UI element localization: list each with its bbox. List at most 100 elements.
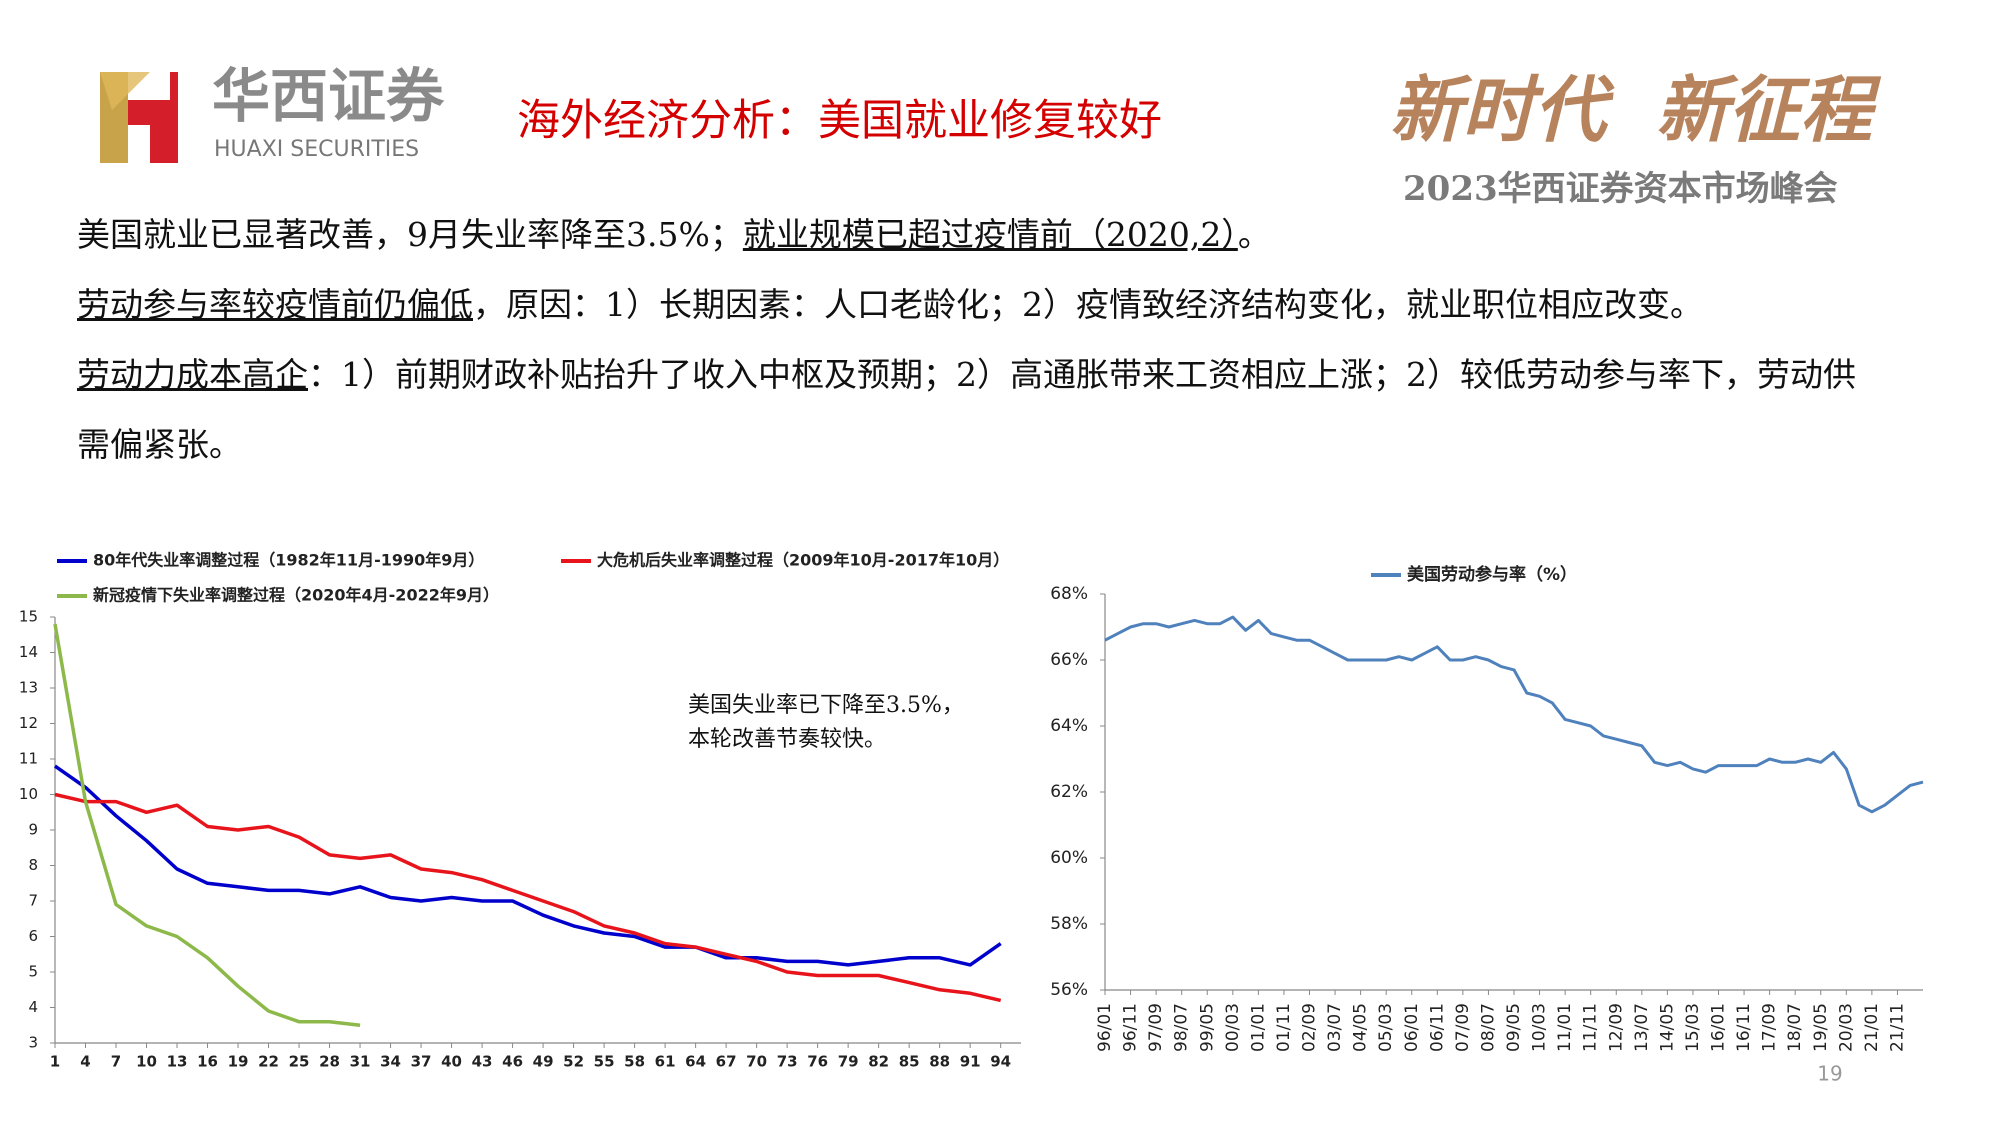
- brand-name: 华西证券: [212, 62, 445, 130]
- x-tick-label: 96/01: [1095, 1003, 1115, 1052]
- y-tick-label: 7: [28, 892, 38, 910]
- x-tick-label: 00/03: [1223, 1003, 1243, 1052]
- data-line: [53, 764, 1002, 967]
- x-tick-label: 97/09: [1146, 1003, 1166, 1052]
- x-tick-label: 70: [746, 1053, 767, 1071]
- y-tick-label: 4: [28, 998, 38, 1016]
- x-tick-label: 06/11: [1427, 1003, 1447, 1052]
- x-tick-label: 16/11: [1734, 1003, 1754, 1052]
- x-tick-label: 73: [777, 1053, 798, 1071]
- x-tick-label: 4: [80, 1053, 90, 1071]
- x-tick-label: 82: [868, 1053, 889, 1071]
- y-tick-label: 14: [19, 643, 38, 661]
- x-tick-label: 34: [380, 1053, 401, 1071]
- y-tick-label: 12: [19, 714, 38, 732]
- x-tick-label: 31: [350, 1053, 371, 1071]
- x-tick-label: 01/01: [1248, 1003, 1268, 1052]
- x-tick-label: 85: [899, 1053, 920, 1071]
- y-tick-label: 3: [28, 1034, 38, 1052]
- underlined-text: 劳动力成本高企: [77, 355, 308, 394]
- x-tick-label: 17/09: [1760, 1003, 1780, 1052]
- y-tick-label: 11: [19, 750, 38, 768]
- x-tick-label: 03/07: [1325, 1003, 1345, 1052]
- text: ，原因：1）长期因素：人口老龄化；2）疫情致经济结构变化，就业职位相应改变。: [473, 285, 1703, 324]
- y-tick-label: 6: [28, 927, 38, 945]
- x-tick-label: 05/03: [1376, 1003, 1396, 1052]
- annotation: 本轮改善节奏较快。: [688, 727, 886, 752]
- x-tick-label: 20/03: [1836, 1003, 1856, 1052]
- x-tick-label: 91: [960, 1053, 981, 1071]
- y-tick-label: 60%: [1050, 848, 1088, 868]
- x-tick-label: 16: [197, 1053, 218, 1071]
- x-tick-label: 10/03: [1530, 1003, 1550, 1052]
- brand-name-en: HUAXI SECURITIES: [214, 137, 419, 162]
- paragraph: 劳动参与率较疫情前仍偏低，原因：1）长期因素：人口老龄化；2）疫情致经济结构变化…: [77, 270, 1887, 340]
- x-tick-label: 14/05: [1657, 1003, 1677, 1052]
- x-tick-label: 96/11: [1121, 1003, 1141, 1052]
- x-tick-label: 15/03: [1683, 1003, 1703, 1052]
- x-tick-label: 88: [929, 1053, 950, 1071]
- logo-mark: [100, 72, 178, 163]
- x-tick-label: 22: [258, 1053, 279, 1071]
- x-tick-label: 09/05: [1504, 1003, 1524, 1052]
- x-tick-label: 13: [167, 1053, 188, 1071]
- x-tick-label: 52: [563, 1053, 584, 1071]
- x-tick-label: 01/11: [1274, 1003, 1294, 1052]
- y-tick-label: 13: [19, 679, 38, 697]
- x-tick-label: 06/01: [1402, 1003, 1422, 1052]
- x-tick-label: 11/01: [1555, 1003, 1575, 1052]
- text: 。: [1237, 215, 1271, 254]
- text: ：1）前期财政补贴抬升了收入中枢及预期；2）高通胀带来工资相应上涨；2）较低劳动…: [77, 355, 1856, 464]
- legend-label: 美国劳动参与率（%）: [1407, 564, 1577, 585]
- x-tick-label: 94: [990, 1053, 1011, 1071]
- x-tick-label: 40: [441, 1053, 462, 1071]
- legend-label: 大危机后失业率调整过程（2009年10月-2017年10月）: [597, 551, 1009, 570]
- paragraph: 劳动力成本高企：1）前期财政补贴抬升了收入中枢及预期；2）高通胀带来工资相应上涨…: [77, 340, 1887, 480]
- x-tick-label: 18/07: [1785, 1003, 1805, 1052]
- x-tick-label: 58: [624, 1053, 645, 1071]
- page-number: 19: [1817, 1062, 1842, 1086]
- x-tick-label: 16/01: [1709, 1003, 1729, 1052]
- x-tick-label: 79: [838, 1053, 859, 1071]
- x-tick-label: 12/09: [1606, 1003, 1626, 1052]
- data-line: [53, 623, 361, 1028]
- body-text: 美国就业已显著改善，9月失业率降至3.5%；就业规模已超过疫情前（2020,2）…: [77, 200, 1887, 480]
- x-tick-label: 99/05: [1197, 1003, 1217, 1052]
- x-tick-label: 11/11: [1581, 1003, 1601, 1052]
- y-tick-label: 5: [28, 963, 38, 981]
- x-tick-label: 7: [111, 1053, 121, 1071]
- y-tick-label: 64%: [1050, 716, 1088, 736]
- x-tick-label: 13/07: [1632, 1003, 1652, 1052]
- x-tick-label: 43: [472, 1053, 493, 1071]
- x-tick-label: 08/07: [1478, 1003, 1498, 1052]
- legend-label: 80年代失业率调整过程（1982年11月-1990年9月）: [93, 551, 484, 570]
- x-tick-label: 61: [655, 1053, 676, 1071]
- text: 美国就业已显著改善，9月失业率降至3.5%；: [77, 215, 743, 254]
- underlined-text: 就业规模已超过疫情前（2020,2）: [742, 215, 1238, 254]
- y-tick-label: 58%: [1050, 914, 1088, 934]
- x-tick-label: 67: [716, 1053, 737, 1071]
- x-tick-label: 98/07: [1172, 1003, 1192, 1052]
- data-line: [1104, 615, 1924, 814]
- y-tick-label: 62%: [1050, 782, 1088, 802]
- x-tick-label: 46: [502, 1053, 523, 1071]
- x-tick-label: 19/05: [1811, 1003, 1831, 1052]
- y-tick-label: 15: [19, 608, 38, 626]
- x-tick-label: 07/09: [1453, 1003, 1473, 1052]
- x-tick-label: 55: [594, 1053, 615, 1071]
- y-tick-label: 66%: [1050, 650, 1088, 670]
- x-tick-label: 37: [411, 1053, 432, 1071]
- slide-title: 海外经济分析：美国就业修复较好: [517, 96, 1162, 146]
- data-line: [54, 792, 1002, 1003]
- y-tick-label: 68%: [1050, 584, 1088, 604]
- y-tick-label: 56%: [1050, 980, 1088, 1000]
- x-tick-label: 21/11: [1887, 1003, 1907, 1052]
- slogan: 新时代 新征程: [1390, 67, 1882, 152]
- x-tick-label: 25: [289, 1053, 310, 1071]
- x-tick-label: 28: [319, 1053, 340, 1071]
- x-tick-label: 19: [228, 1053, 249, 1071]
- y-tick-label: 10: [19, 785, 38, 803]
- x-tick-label: 76: [807, 1053, 828, 1071]
- x-tick-label: 10: [136, 1053, 157, 1071]
